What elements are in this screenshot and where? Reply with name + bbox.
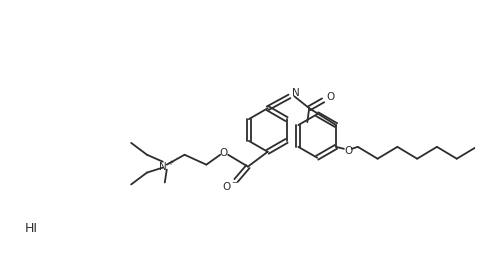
Text: O: O <box>219 148 228 158</box>
Text: O: O <box>345 146 353 156</box>
Text: N$^+$: N$^+$ <box>158 160 175 173</box>
Text: O: O <box>326 92 334 102</box>
Text: HI: HI <box>24 223 37 235</box>
Text: N: N <box>292 88 299 98</box>
Text: O$^-$: O$^-$ <box>222 180 239 192</box>
